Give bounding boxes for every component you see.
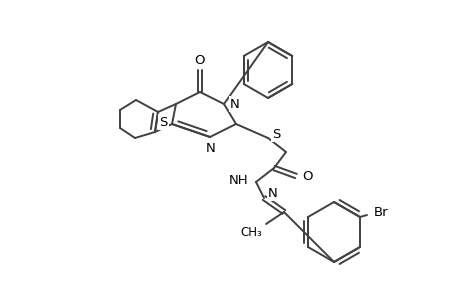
Text: N: N [230, 98, 239, 110]
Text: S: S [271, 128, 280, 141]
Text: N: N [206, 142, 215, 155]
Text: CH₃: CH₃ [240, 226, 262, 239]
Text: O: O [194, 53, 205, 67]
Text: S: S [159, 116, 168, 128]
Text: O: O [302, 169, 312, 182]
Text: NH: NH [228, 173, 247, 187]
Text: Br: Br [373, 206, 388, 220]
Text: N: N [268, 187, 277, 200]
